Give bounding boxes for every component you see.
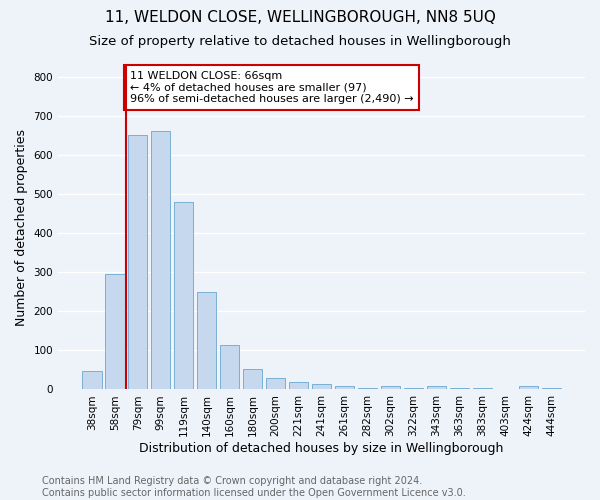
Bar [105,274,125,390]
Bar [128,136,148,390]
Bar [518,386,538,390]
Text: Contains HM Land Registry data © Crown copyright and database right 2024.
Contai: Contains HM Land Registry data © Crown c… [42,476,466,498]
Text: Size of property relative to detached houses in Wellingborough: Size of property relative to detached ho… [89,35,511,48]
Bar [380,386,400,390]
Text: 11, WELDON CLOSE, WELLINGBOROUGH, NN8 5UQ: 11, WELDON CLOSE, WELLINGBOROUGH, NN8 5U… [104,10,496,25]
Bar [449,388,469,390]
Text: 11 WELDON CLOSE: 66sqm
← 4% of detached houses are smaller (97)
96% of semi-deta: 11 WELDON CLOSE: 66sqm ← 4% of detached … [130,71,413,104]
Bar [312,384,331,390]
Bar [358,388,377,390]
Bar [542,388,561,390]
Bar [151,132,170,390]
Bar [427,386,446,390]
Bar [220,344,239,390]
Bar [266,378,286,390]
Bar [243,369,262,390]
Bar [404,388,423,390]
Y-axis label: Number of detached properties: Number of detached properties [15,128,28,326]
Bar [473,388,492,390]
X-axis label: Distribution of detached houses by size in Wellingborough: Distribution of detached houses by size … [139,442,504,455]
Bar [82,371,101,390]
Bar [197,292,217,390]
Bar [174,202,193,390]
Bar [289,382,308,390]
Bar [335,386,354,390]
